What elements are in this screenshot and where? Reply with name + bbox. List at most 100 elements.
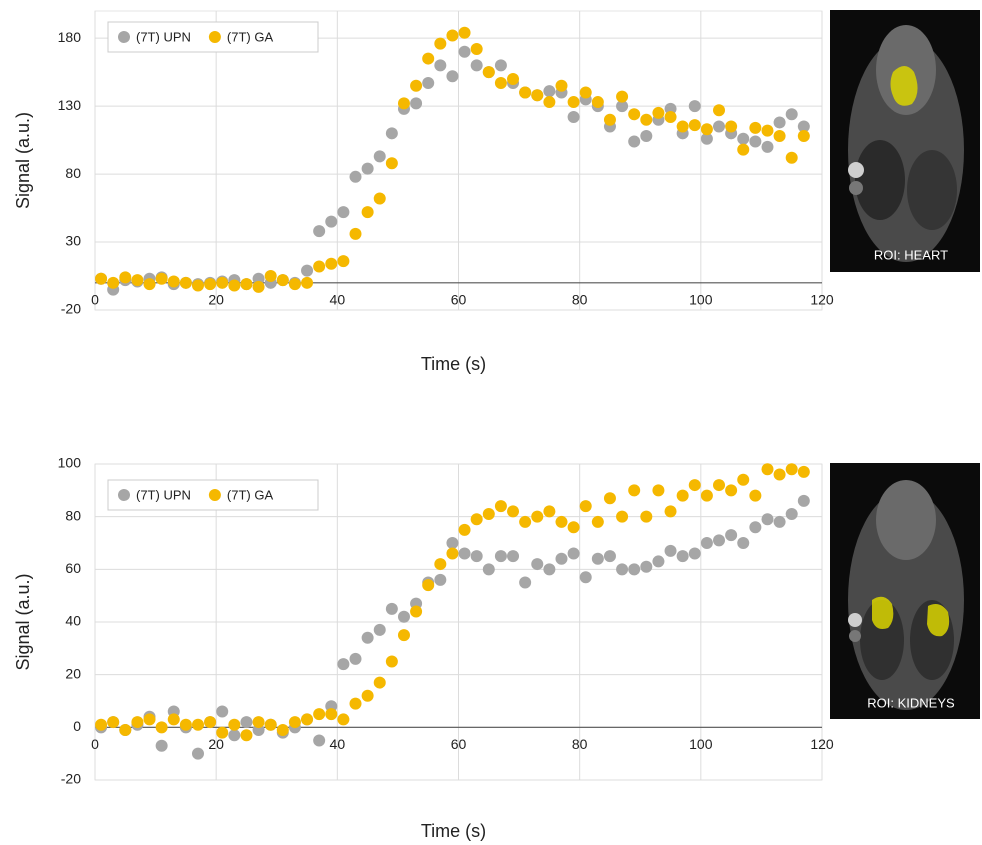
x-tick-label: 120 [810,736,834,752]
data-point [337,713,349,725]
data-point [107,716,119,728]
data-point [786,463,798,475]
data-point [677,550,689,562]
data-point [604,492,616,504]
data-point [180,277,192,289]
data-point [325,258,337,270]
data-point [786,108,798,120]
data-point [592,553,604,565]
data-point [531,558,543,570]
data-point [798,495,810,507]
data-point [749,521,761,533]
data-point [265,270,277,282]
data-point [313,708,325,720]
data-point [761,463,773,475]
data-point [519,87,531,99]
data-point [495,59,507,71]
legend-marker [209,489,221,501]
data-point [471,550,483,562]
data-point [95,273,107,285]
roi-label: ROI: HEART [874,247,948,262]
data-point [592,516,604,528]
figure: ROI: HEART ROI: KIDNEYS -203080130180020… [0,0,982,845]
y-tick-label: 100 [58,455,82,471]
data-point [628,135,640,147]
y-tick-label: 30 [65,233,81,249]
y-axis-title: Signal (a.u.) [13,112,33,209]
data-point [386,603,398,615]
data-point [192,280,204,292]
data-point [543,85,555,97]
data-point [774,116,786,128]
data-point [459,524,471,536]
data-point [495,550,507,562]
data-point [665,111,677,123]
data-point [543,563,555,575]
data-point [519,516,531,528]
x-tick-label: 40 [330,736,346,752]
y-tick-label: 20 [65,665,81,681]
data-point [434,38,446,50]
data-point [749,490,761,502]
mri-image [830,10,980,272]
data-point [204,278,216,290]
y-tick-label: 60 [65,560,81,576]
y-tick-label: 180 [58,29,82,45]
data-point [131,274,143,286]
data-point [362,690,374,702]
data-point [507,550,519,562]
roi-label: ROI: KIDNEYS [867,695,955,710]
data-point [228,280,240,292]
data-point [265,719,277,731]
data-point [652,555,664,567]
data-point [725,121,737,133]
data-point [398,97,410,109]
data-point [580,571,592,583]
data-point [144,713,156,725]
data-point [119,271,131,283]
y-tick-label: -20 [61,301,81,317]
data-point [350,698,362,710]
data-point [131,716,143,728]
data-point [543,505,555,517]
x-tick-label: 0 [91,736,99,752]
data-point [555,553,567,565]
y-tick-label: 0 [73,718,81,734]
data-point [580,87,592,99]
data-point [216,706,228,718]
legend-label: (7T) GA [227,487,274,502]
data-point [156,721,168,733]
x-tick-label: 0 [91,292,99,308]
data-point [471,513,483,525]
data-point [737,474,749,486]
data-point [640,114,652,126]
data-point [434,574,446,586]
data-point [555,516,567,528]
data-point [568,111,580,123]
data-point [483,563,495,575]
legend-marker [209,31,221,43]
data-point [737,144,749,156]
data-point [446,70,458,82]
data-point [192,719,204,731]
data-point [701,123,713,135]
data-point [471,43,483,55]
data-point [798,130,810,142]
data-point [410,80,422,92]
data-point [774,516,786,528]
data-point [483,508,495,520]
data-point [761,513,773,525]
data-point [289,278,301,290]
data-point [350,171,362,183]
x-tick-label: 60 [451,736,467,752]
data-point [786,508,798,520]
data-point [386,157,398,169]
data-point [156,740,168,752]
data-point [277,274,289,286]
data-point [350,653,362,665]
data-point [216,277,228,289]
x-tick-label: 60 [451,292,467,308]
data-point [665,545,677,557]
data-point [628,563,640,575]
data-point [459,548,471,560]
